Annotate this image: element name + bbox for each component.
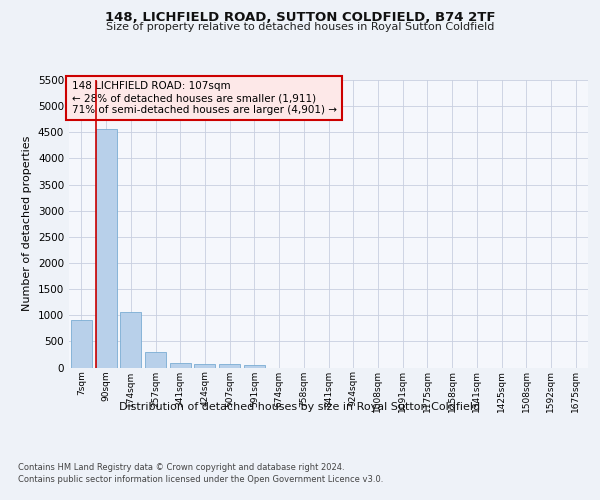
Bar: [194, 364, 215, 368]
Text: 148, LICHFIELD ROAD, SUTTON COLDFIELD, B74 2TF: 148, LICHFIELD ROAD, SUTTON COLDFIELD, B…: [105, 11, 495, 24]
Bar: [145, 352, 166, 368]
Bar: [219, 364, 240, 368]
Text: Size of property relative to detached houses in Royal Sutton Coldfield: Size of property relative to detached ho…: [106, 22, 494, 32]
Bar: [170, 364, 191, 368]
Bar: [95, 128, 116, 368]
Bar: [120, 312, 141, 368]
Bar: [71, 320, 92, 368]
Y-axis label: Number of detached properties: Number of detached properties: [22, 136, 32, 312]
Bar: [244, 365, 265, 368]
Text: Distribution of detached houses by size in Royal Sutton Coldfield: Distribution of detached houses by size …: [119, 402, 481, 412]
Text: Contains HM Land Registry data © Crown copyright and database right 2024.: Contains HM Land Registry data © Crown c…: [18, 462, 344, 471]
Text: Contains public sector information licensed under the Open Government Licence v3: Contains public sector information licen…: [18, 475, 383, 484]
Text: 148 LICHFIELD ROAD: 107sqm
← 28% of detached houses are smaller (1,911)
71% of s: 148 LICHFIELD ROAD: 107sqm ← 28% of deta…: [71, 82, 337, 114]
